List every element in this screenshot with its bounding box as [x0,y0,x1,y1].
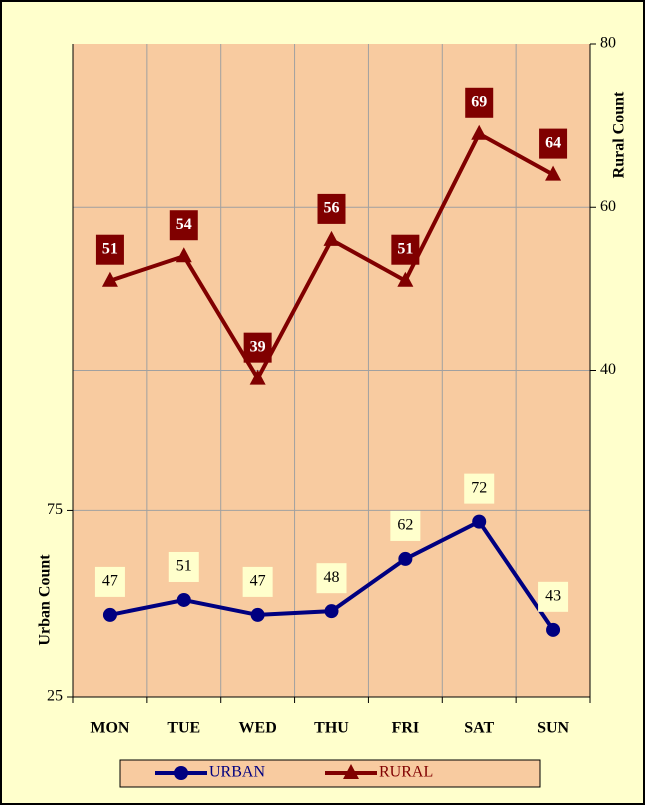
circle-marker [250,607,265,622]
label-box [242,566,273,597]
label-box [391,234,420,265]
data-label: 47 [102,573,118,590]
label-box [168,551,199,582]
label-box [243,332,272,363]
y-axis-label: Urban Count [37,554,54,646]
circle-marker [102,607,117,622]
x-tick-label: SAT [464,720,494,737]
x-tick-label: MON [90,720,130,737]
y2-tick-label: 60 [600,198,616,215]
x-tick-label: SUN [537,720,569,737]
triangle-marker [249,369,266,385]
data-label: 51 [102,240,118,257]
triangle-marker [397,271,414,287]
circle-marker [324,604,339,619]
circle-marker [546,622,561,637]
legend-marker [174,766,188,780]
legend-label: URBAN [209,764,265,781]
data-label: 56 [324,200,340,217]
x-tick-label: THU [314,720,349,737]
circle-marker [398,551,413,566]
x-tick-label: FRI [392,720,420,737]
triangle-marker [101,271,118,287]
data-label: 69 [471,93,487,110]
data-label: 43 [545,588,561,605]
y2-tick-label: 80 [600,35,616,52]
label-box [317,193,346,224]
data-label: 62 [397,517,413,534]
label-box [465,87,494,118]
label-box [94,566,125,597]
triangle-marker [471,124,488,140]
legend-label: RURAL [379,764,433,781]
y2-axis-label: Rural Count [611,91,628,178]
data-label: 54 [176,216,192,233]
triangle-marker [323,230,340,246]
y2-tick-label: 40 [600,361,616,378]
data-label: 51 [397,240,413,257]
circle-marker [176,592,191,607]
x-tick-label: TUE [167,720,200,737]
triangle-marker [175,247,192,263]
data-label: 72 [471,479,487,496]
label-box [316,563,347,594]
triangle-marker [545,165,562,181]
label-box [539,128,568,159]
data-label: 64 [545,134,561,151]
label-box [95,234,124,265]
label-box [538,581,569,612]
circle-marker [472,514,487,529]
label-box [390,510,421,541]
label-box [169,210,198,241]
legend-marker [343,764,359,779]
data-label: 39 [250,338,266,355]
label-box [464,473,495,504]
data-label: 47 [250,573,266,590]
y-tick-label: 25 [47,688,63,705]
data-label: 51 [176,558,192,575]
data-label: 48 [324,569,340,586]
x-tick-label: WED [239,720,277,737]
y-tick-label: 75 [47,501,63,518]
